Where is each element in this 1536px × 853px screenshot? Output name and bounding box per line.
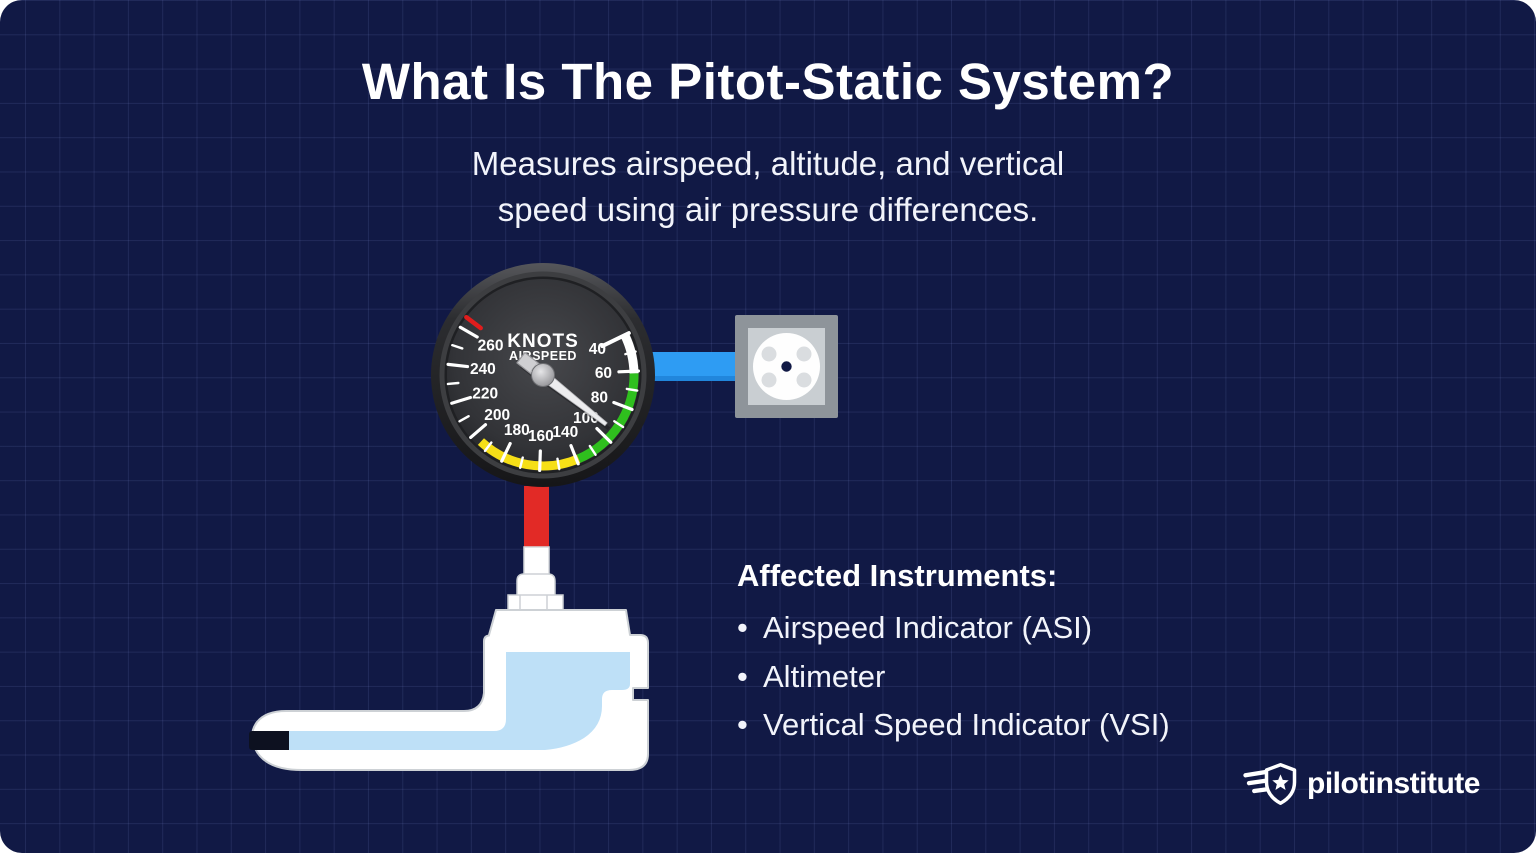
affected-instruments-block: Affected Instruments: • Airspeed Indicato…: [737, 556, 1170, 750]
dial-label: 160: [528, 428, 554, 445]
dial-label: 80: [591, 389, 608, 406]
minor-tick: [556, 457, 561, 471]
pitot-nozzle: [516, 573, 556, 597]
major-tick: [617, 369, 641, 374]
instrument-label: Vertical Speed Indicator (VSI): [763, 707, 1170, 742]
major-tick: [450, 395, 472, 405]
bullet-icon: •: [737, 707, 748, 742]
major-tick: [595, 426, 613, 444]
pitot-pressure-line: [524, 486, 549, 549]
pitot-opening: [249, 731, 289, 750]
instruments-heading: Affected Instruments:: [737, 558, 1058, 593]
dial-label: 220: [472, 385, 498, 402]
list-item: • Altimeter: [737, 653, 1170, 702]
major-tick: [469, 423, 488, 440]
minor-tick: [588, 444, 597, 456]
static-pressure-line: [648, 352, 740, 381]
static-line-shade: [648, 376, 740, 381]
pilot-institute-wings-shield-icon: [1243, 763, 1297, 805]
dial-label: 180: [504, 422, 530, 439]
major-tick: [458, 325, 479, 339]
pitot-air-channel: [289, 652, 630, 750]
dial-label: 40: [589, 341, 606, 358]
list-item: • Vertical Speed Indicator (VSI): [737, 701, 1170, 750]
minor-tick: [458, 415, 470, 423]
bullet-icon: •: [737, 610, 748, 645]
needle-hub: [531, 363, 555, 387]
pitot-tube-illustration: [249, 546, 649, 771]
redline-mark: [464, 314, 483, 331]
subtitle-line-2: speed using air pressure differences.: [497, 191, 1039, 228]
pitot-stub: [523, 546, 550, 576]
major-tick: [500, 441, 512, 463]
major-tick: [538, 449, 542, 473]
subtitle: Measures airspeed, altitude, and vertica…: [0, 141, 1536, 233]
gauge-unit-label: KNOTS: [507, 331, 579, 352]
minor-tick: [625, 387, 639, 392]
static-port-screw: [761, 346, 777, 362]
minor-tick: [446, 381, 460, 386]
dial-label: 200: [484, 407, 510, 424]
dial-label: 240: [470, 361, 496, 378]
dial-label: 260: [478, 337, 504, 354]
dial-label: 140: [552, 424, 578, 441]
pitot-flange: [507, 594, 564, 611]
static-port-screw: [796, 372, 812, 388]
logo-wordmark: pilotinstitute: [1307, 767, 1480, 800]
major-tick: [446, 362, 470, 369]
dial-label: 60: [595, 365, 612, 382]
minor-tick: [624, 350, 637, 356]
list-item: • Airspeed Indicator (ASI): [737, 604, 1170, 653]
instrument-label: Airspeed Indicator (ASI): [763, 610, 1093, 645]
major-tick: [569, 444, 580, 466]
static-port-screw: [796, 346, 812, 362]
yellow-arc: [477, 438, 581, 471]
static-port-illustration: [735, 315, 838, 418]
minor-tick: [613, 420, 625, 429]
static-port-hole: [781, 361, 792, 372]
bullet-icon: •: [737, 658, 748, 694]
minor-tick: [519, 456, 524, 469]
major-tick: [600, 331, 631, 349]
minor-tick: [483, 441, 493, 453]
major-tick: [612, 400, 634, 412]
static-port-screw: [761, 372, 777, 388]
instrument-label: Altimeter: [763, 658, 886, 694]
subtitle-line-1: Measures airspeed, altitude, and vertica…: [471, 145, 1065, 182]
pilot-institute-logo: pilotinstitute: [1242, 761, 1480, 807]
minor-tick: [451, 343, 464, 350]
page-title: What Is The Pitot-Static System?: [361, 53, 1175, 110]
